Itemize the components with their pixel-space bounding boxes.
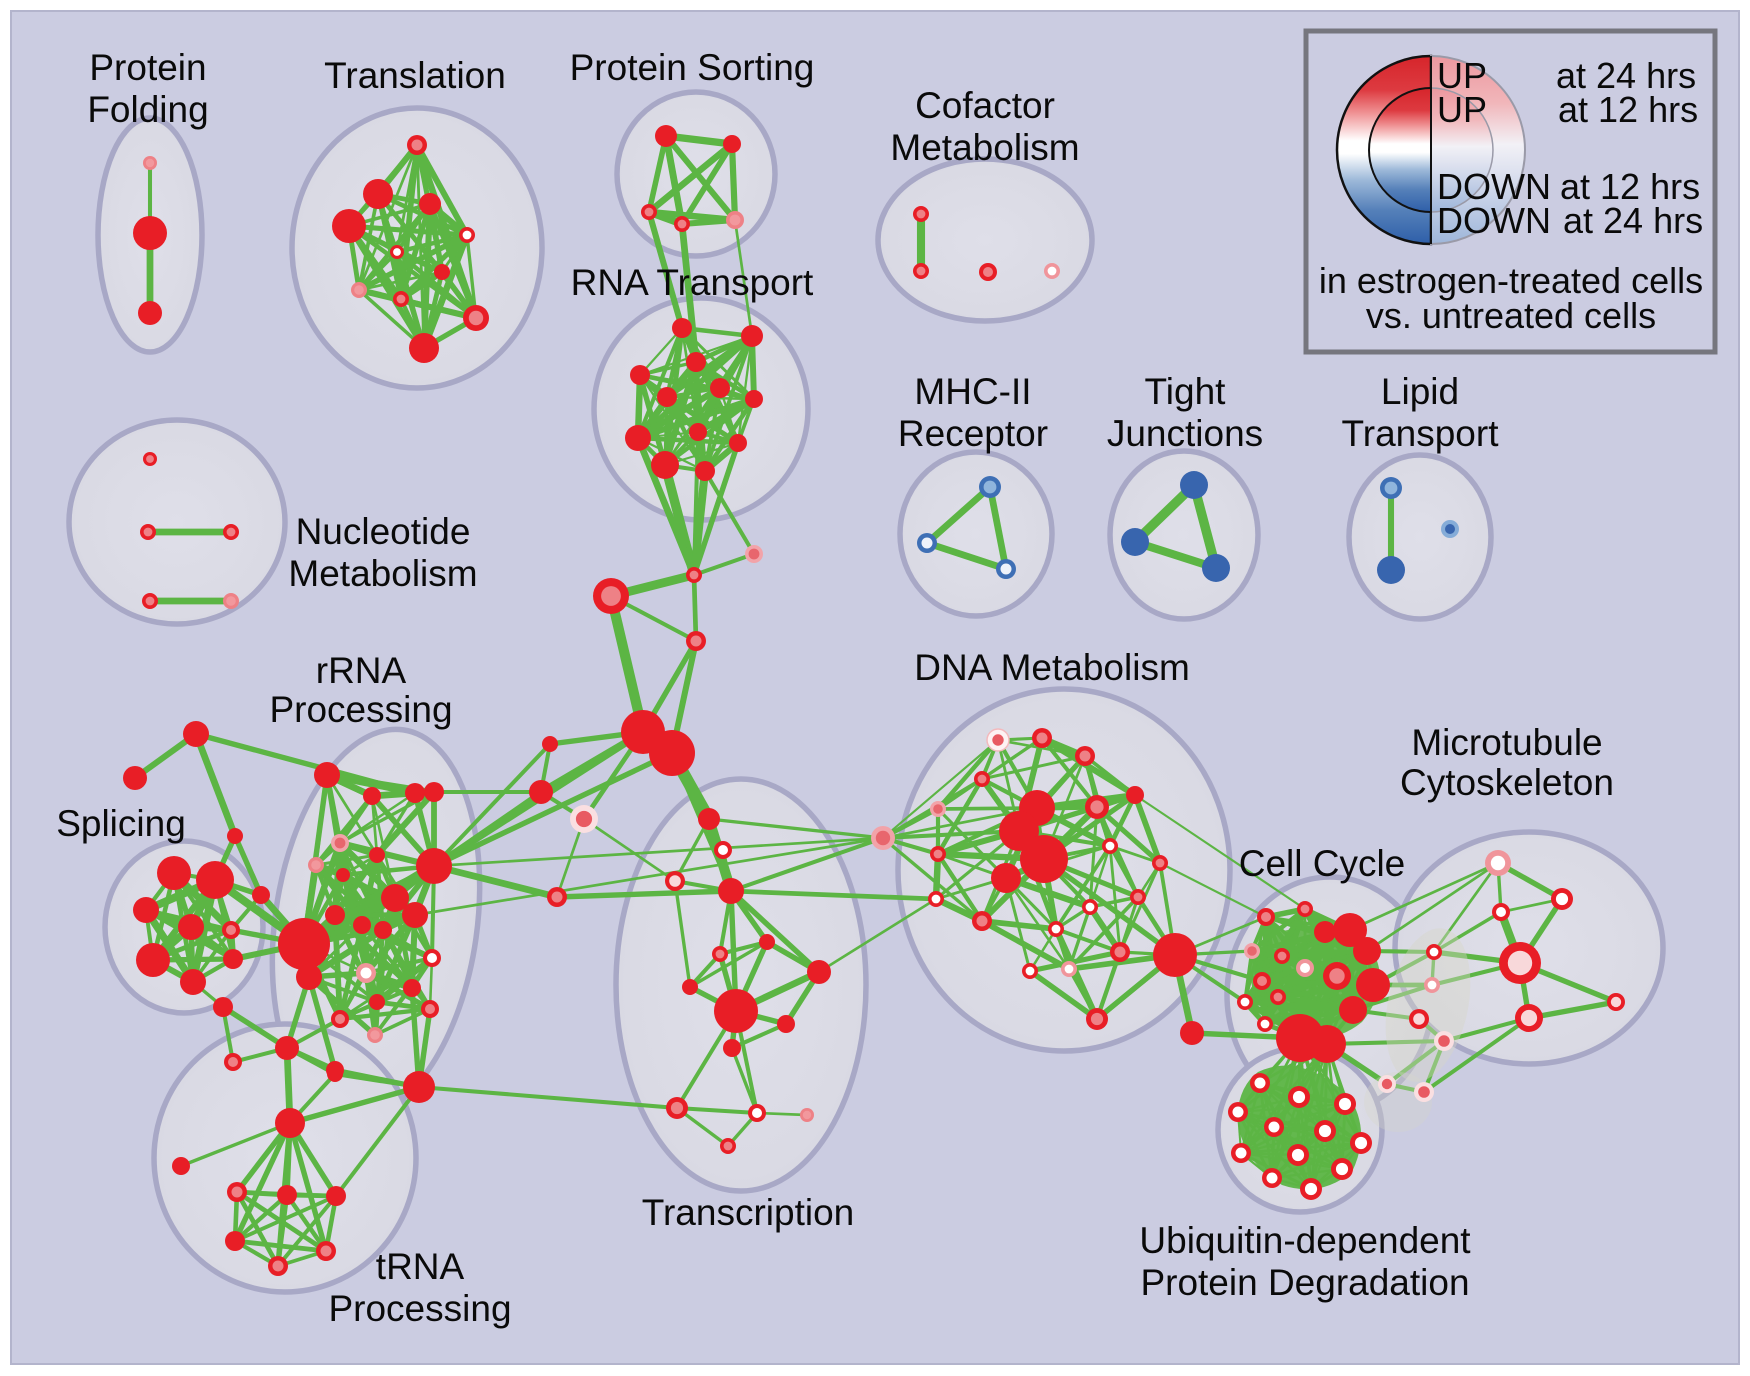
svg-text:RNA Transport: RNA Transport — [571, 262, 814, 303]
svg-text:Protein Degradation: Protein Degradation — [1140, 1262, 1469, 1303]
svg-text:Processing: Processing — [269, 689, 452, 730]
svg-text:Microtubule: Microtubule — [1411, 722, 1602, 763]
svg-text:Transport: Transport — [1342, 413, 1500, 454]
svg-text:Cytoskeleton: Cytoskeleton — [1400, 762, 1614, 803]
svg-text:at 12 hrs: at 12 hrs — [1560, 166, 1700, 207]
svg-text:Protein: Protein — [89, 47, 206, 88]
svg-text:at 24 hrs: at 24 hrs — [1556, 55, 1696, 96]
svg-text:tRNA: tRNA — [376, 1246, 465, 1287]
svg-text:Cofactor: Cofactor — [915, 85, 1055, 126]
svg-text:Junctions: Junctions — [1107, 413, 1263, 454]
svg-text:DOWN: DOWN — [1437, 200, 1551, 241]
svg-text:Metabolism: Metabolism — [288, 553, 477, 594]
svg-text:Splicing: Splicing — [56, 803, 186, 844]
svg-text:Receptor: Receptor — [898, 413, 1048, 454]
svg-text:Metabolism: Metabolism — [890, 127, 1079, 168]
svg-text:Ubiquitin-dependent: Ubiquitin-dependent — [1139, 1220, 1471, 1261]
svg-text:Lipid: Lipid — [1381, 371, 1459, 412]
svg-text:Translation: Translation — [324, 55, 506, 96]
svg-text:at 24 hrs: at 24 hrs — [1563, 200, 1703, 241]
svg-text:MHC-II: MHC-II — [914, 371, 1031, 412]
svg-text:Protein Sorting: Protein Sorting — [570, 47, 815, 88]
svg-text:DNA Metabolism: DNA Metabolism — [914, 647, 1190, 688]
svg-text:Nucleotide: Nucleotide — [296, 511, 471, 552]
svg-text:Folding: Folding — [87, 89, 208, 130]
svg-text:UP: UP — [1437, 89, 1487, 130]
svg-text:rRNA: rRNA — [316, 650, 407, 691]
svg-text:DOWN: DOWN — [1437, 166, 1551, 207]
svg-text:Tight: Tight — [1145, 371, 1227, 412]
svg-text:Cell Cycle: Cell Cycle — [1239, 843, 1406, 884]
svg-text:Processing: Processing — [328, 1288, 511, 1329]
svg-text:at 12 hrs: at 12 hrs — [1558, 89, 1698, 130]
svg-text:Transcription: Transcription — [642, 1192, 854, 1233]
svg-text:vs. untreated cells: vs. untreated cells — [1366, 295, 1656, 336]
svg-text:UP: UP — [1437, 55, 1487, 96]
svg-text:in estrogen-treated cells: in estrogen-treated cells — [1319, 260, 1703, 301]
